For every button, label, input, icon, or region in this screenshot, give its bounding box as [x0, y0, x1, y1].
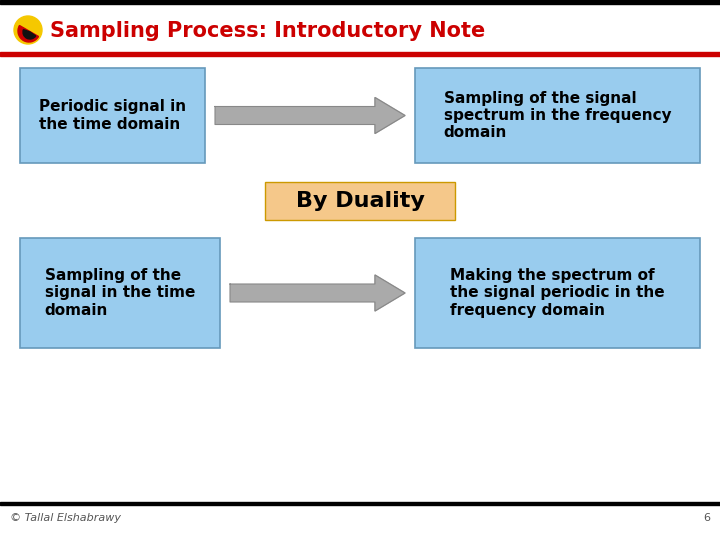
- FancyBboxPatch shape: [415, 68, 700, 163]
- Bar: [215, 106, 375, 125]
- Bar: [230, 284, 375, 302]
- Text: Sampling Process: Introductory Note: Sampling Process: Introductory Note: [50, 21, 485, 41]
- Wedge shape: [23, 30, 36, 39]
- FancyBboxPatch shape: [20, 68, 205, 163]
- Text: © Tallal Elshabrawy: © Tallal Elshabrawy: [10, 513, 121, 523]
- FancyBboxPatch shape: [20, 238, 220, 348]
- Text: Sampling of the signal
spectrum in the frequency
domain: Sampling of the signal spectrum in the f…: [444, 91, 671, 140]
- Bar: [0, 0, 720, 4]
- Circle shape: [14, 16, 42, 44]
- Text: Sampling of the
signal in the time
domain: Sampling of the signal in the time domai…: [45, 268, 195, 318]
- Text: 6: 6: [703, 513, 710, 523]
- Wedge shape: [18, 25, 39, 42]
- Polygon shape: [375, 275, 405, 311]
- Text: By Duality: By Duality: [296, 191, 424, 211]
- Bar: [0, 52, 720, 56]
- Text: Making the spectrum of
the signal periodic in the
frequency domain: Making the spectrum of the signal period…: [450, 268, 665, 318]
- Polygon shape: [375, 98, 405, 133]
- Text: Periodic signal in
the time domain: Periodic signal in the time domain: [39, 99, 186, 132]
- Bar: [0, 502, 720, 505]
- FancyBboxPatch shape: [265, 182, 455, 220]
- FancyBboxPatch shape: [415, 238, 700, 348]
